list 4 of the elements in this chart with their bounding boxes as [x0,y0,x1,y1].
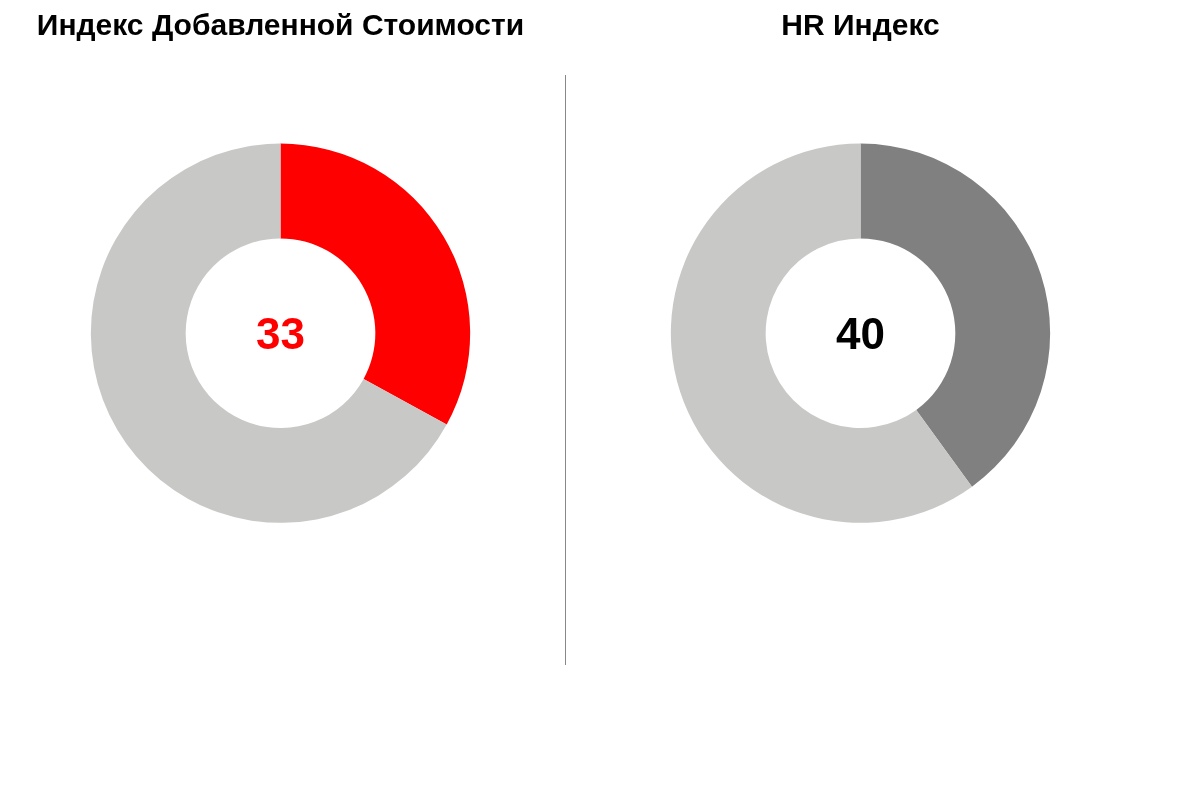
text: 33 [256,308,305,358]
text: 40 [836,308,885,358]
chart-title: Индекс Добавленной Стоимости [36,7,525,41]
chart-title: HR Индекс [781,7,940,41]
